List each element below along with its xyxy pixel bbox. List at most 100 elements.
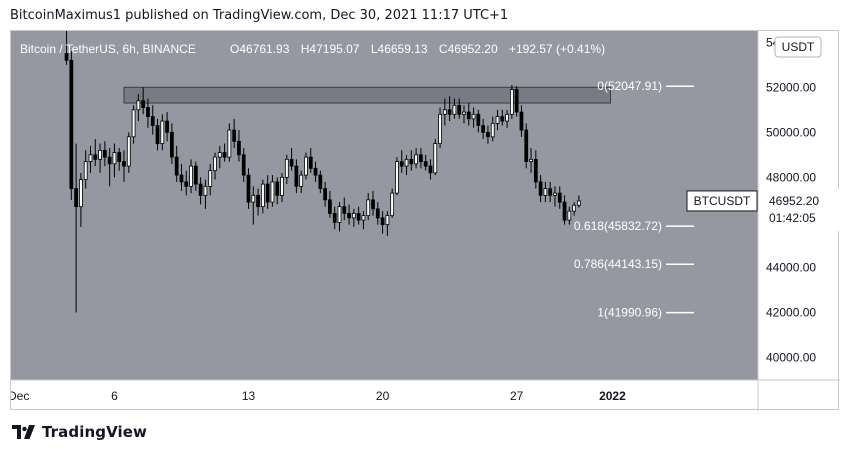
candle xyxy=(256,188,260,216)
candle-body xyxy=(419,154,423,162)
ohlc-readout: O46761.93 H47195.07 L46659.13 C46952.20 … xyxy=(230,42,605,56)
candle-body xyxy=(246,174,251,203)
candle-body xyxy=(289,158,294,167)
candle-body xyxy=(490,122,495,138)
candle xyxy=(232,118,237,149)
candle xyxy=(572,202,577,216)
candle-body xyxy=(213,156,217,172)
candle-body xyxy=(366,199,371,217)
y-tick-label: 52000.00 xyxy=(766,80,816,94)
high-value: 47195.07 xyxy=(309,42,359,56)
candle-body xyxy=(237,140,241,156)
candle-body xyxy=(351,212,356,219)
candle-body xyxy=(275,181,280,196)
candle-body xyxy=(141,100,146,108)
candle xyxy=(409,150,414,171)
candle xyxy=(553,186,557,207)
candle xyxy=(246,168,251,209)
candle-body xyxy=(514,89,519,113)
candle-body xyxy=(390,192,395,217)
candle-body xyxy=(385,215,390,226)
candle-body xyxy=(371,199,375,210)
candle xyxy=(227,123,232,162)
candle xyxy=(347,204,351,225)
candle xyxy=(419,148,423,169)
candle-body xyxy=(170,131,174,158)
candle-body xyxy=(476,113,481,126)
candle-body xyxy=(308,156,313,169)
change-value: +192.57 (+0.41%) xyxy=(509,42,605,56)
candle-body xyxy=(442,109,447,115)
candle-body xyxy=(150,116,155,126)
last-price-label: 46952.20 xyxy=(769,194,819,208)
x-tick-label: 13 xyxy=(242,389,256,403)
candle xyxy=(294,159,299,194)
candle xyxy=(438,107,442,149)
tradingview-branding[interactable]: TradingView xyxy=(12,423,147,441)
candle-body xyxy=(380,217,385,226)
candle-body xyxy=(519,111,524,131)
candle-body xyxy=(433,143,438,174)
candle-body xyxy=(471,113,476,120)
candle xyxy=(275,177,280,205)
candle xyxy=(241,148,246,182)
candle xyxy=(567,206,572,225)
candle xyxy=(83,150,88,189)
candle-body xyxy=(227,129,232,158)
candle-body xyxy=(260,183,265,208)
candle-body xyxy=(481,125,486,133)
close-label: C xyxy=(439,42,448,56)
candle xyxy=(481,118,486,140)
candle xyxy=(548,181,553,203)
candle-body xyxy=(562,201,567,221)
close-value: 46952.20 xyxy=(448,42,498,56)
candle xyxy=(265,175,270,209)
candle-body xyxy=(500,116,505,122)
candles-layer xyxy=(64,31,581,313)
candle-body xyxy=(423,161,428,167)
candle-body xyxy=(98,149,102,160)
candle-body xyxy=(69,59,74,190)
candle-body xyxy=(83,161,88,181)
candle xyxy=(505,109,509,128)
candle-body xyxy=(294,165,299,187)
candle xyxy=(136,94,141,122)
candle xyxy=(74,143,79,313)
candle-body xyxy=(577,200,581,206)
resistance-zone-layer xyxy=(123,86,612,104)
candle xyxy=(141,87,146,115)
candle-body xyxy=(524,129,529,162)
candle-body xyxy=(404,158,409,167)
fibonacci-layer: 0(52047.91) 0.618(45832.72) 0.786(44143.15… xyxy=(574,79,694,320)
candle-body xyxy=(265,183,270,203)
candle-body xyxy=(399,161,404,167)
candle-body xyxy=(208,170,213,187)
chart-panel[interactable]: 0(52047.91) 0.618(45832.72) 0.786(44143.15… xyxy=(10,30,840,411)
resistance-zone-box xyxy=(123,86,612,104)
candle xyxy=(208,163,213,196)
brand-name: TradingView xyxy=(42,423,148,441)
open-value: 46761.93 xyxy=(239,42,289,56)
publisher-attribution: BitcoinMaximus1 published on TradingView… xyxy=(10,8,509,23)
candle xyxy=(64,31,69,65)
currency-badge[interactable] xyxy=(774,36,822,58)
candle-body xyxy=(189,165,193,187)
candlestick-chart[interactable]: 0(52047.91) 0.618(45832.72) 0.786(44143.15… xyxy=(11,31,840,411)
bar-countdown-label: 01:42:05 xyxy=(769,211,816,225)
candle-body xyxy=(232,129,237,142)
candle xyxy=(356,206,361,225)
candle xyxy=(462,105,466,124)
candle xyxy=(280,172,284,203)
candle-body xyxy=(304,156,308,176)
fib-level-label: 1(41990.96) xyxy=(597,306,662,320)
candle xyxy=(107,148,112,187)
candle xyxy=(318,170,323,194)
candle xyxy=(529,148,533,173)
candle xyxy=(514,86,519,117)
candle-body xyxy=(328,199,332,214)
candle xyxy=(170,123,174,164)
y-tick-label: 40000.00 xyxy=(766,350,816,364)
symbol-badge-label: BTCUSDT xyxy=(694,194,751,208)
legend-layer: Bitcoin / TetherUS, 6h, BINANCE O46761.9… xyxy=(20,42,605,56)
candle-body xyxy=(495,116,500,124)
